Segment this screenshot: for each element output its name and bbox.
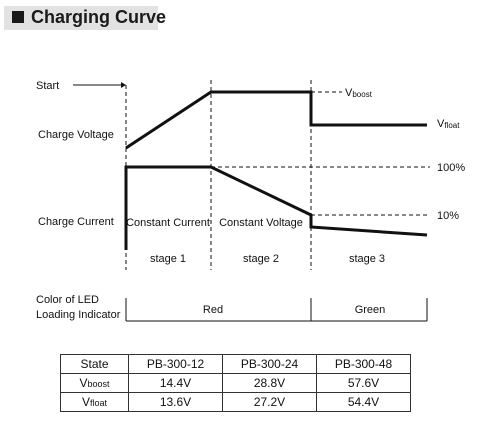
table-row: Vfloat 13.6V 27.2V 54.4V — [60, 392, 411, 412]
table-header-cell: State — [60, 354, 129, 374]
table-header-cell: PB-300-48 — [316, 354, 411, 374]
current-10-label: 10% — [437, 210, 459, 222]
start-label: Start — [36, 80, 59, 92]
table-header-cell: PB-300-24 — [222, 354, 317, 374]
table-cell: 54.4V — [316, 392, 411, 412]
charge-voltage-label: Charge Voltage — [38, 129, 114, 141]
current-100-label: 100% — [437, 162, 465, 174]
table-state-cell: Vboost — [60, 373, 129, 393]
start-arrow-head — [121, 82, 126, 88]
charge-current-label: Charge Current — [38, 216, 114, 228]
charge-current-curve — [124, 165, 428, 250]
table-cell: 27.2V — [222, 392, 317, 412]
table-cell: 57.6V — [316, 373, 411, 393]
title-bar: Charging Curve — [4, 6, 166, 30]
constant-voltage-label: Constant Voltage — [219, 217, 303, 229]
table-row: Vboost 14.4V 28.8V 57.6V — [60, 373, 411, 393]
table-header-cell: PB-300-12 — [128, 354, 223, 374]
table-cell: 13.6V — [128, 392, 223, 412]
page-title: Charging Curve — [31, 7, 167, 27]
table-cell: 28.8V — [222, 373, 317, 393]
vboost-label: Vboost — [345, 87, 373, 99]
title-square-icon — [12, 11, 24, 23]
voltage-spec-table: State PB-300-12 PB-300-24 PB-300-48 Vboo… — [60, 354, 411, 412]
led-label-line2: Loading Indicator — [36, 309, 121, 321]
stage-3-label: stage 3 — [349, 253, 385, 265]
charge-voltage-curve — [125, 90, 427, 150]
led-red-label: Red — [203, 304, 223, 316]
table-header-row: State PB-300-12 PB-300-24 PB-300-48 — [60, 354, 411, 374]
table-state-cell: Vfloat — [60, 392, 129, 412]
led-label-line1: Color of LED — [36, 294, 99, 306]
stage-2-label: stage 2 — [243, 253, 279, 265]
led-green-label: Green — [355, 304, 386, 316]
vfloat-label: Vfloat — [437, 118, 460, 130]
stage-1-label: stage 1 — [150, 253, 186, 265]
constant-current-label: Constant Current — [126, 217, 210, 229]
table-cell: 14.4V — [128, 373, 223, 393]
